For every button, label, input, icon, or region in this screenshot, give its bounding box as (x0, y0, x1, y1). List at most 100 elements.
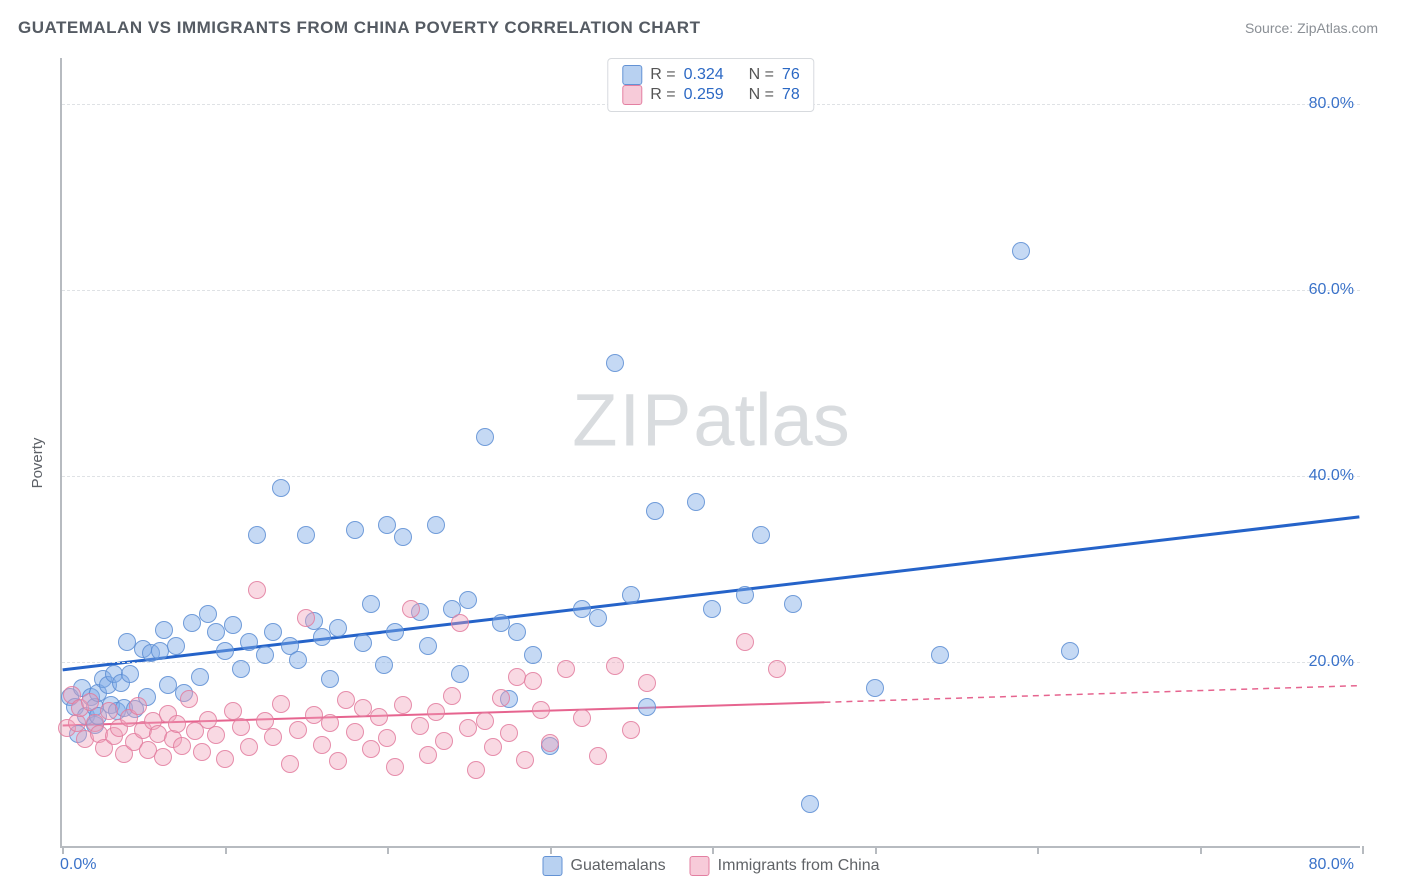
gridline (62, 476, 1360, 477)
data-point (100, 702, 118, 720)
data-point (289, 651, 307, 669)
data-point (386, 623, 404, 641)
y-tick-label: 80.0% (1309, 95, 1354, 113)
y-tick-label: 20.0% (1309, 653, 1354, 671)
data-point (313, 736, 331, 754)
data-point (1061, 642, 1079, 660)
data-point (557, 660, 575, 678)
data-point (1012, 242, 1030, 260)
data-point (443, 687, 461, 705)
data-point (313, 628, 331, 646)
x-tick-max: 80.0% (1309, 856, 1354, 874)
data-point (532, 701, 550, 719)
data-point (646, 502, 664, 520)
data-point (394, 528, 412, 546)
data-point (329, 752, 347, 770)
data-point (467, 761, 485, 779)
legend-label: Guatemalans (571, 857, 666, 875)
x-tick (1362, 846, 1364, 854)
swatch-guatemalans-icon (543, 856, 563, 876)
data-point (232, 660, 250, 678)
data-point (736, 586, 754, 604)
source-label: Source: ZipAtlas.com (1245, 20, 1378, 36)
correlation-legend: R = 0.324 N = 76 R = 0.259 N = 78 (607, 58, 814, 112)
data-point (736, 633, 754, 651)
x-tick (1037, 846, 1039, 854)
data-point (524, 646, 542, 664)
gridline (62, 662, 1360, 663)
data-point (256, 646, 274, 664)
data-point (193, 743, 211, 761)
data-point (297, 609, 315, 627)
data-point (402, 600, 420, 618)
data-point (622, 721, 640, 739)
data-point (346, 723, 364, 741)
x-tick (550, 846, 552, 854)
data-point (508, 623, 526, 641)
data-point (354, 699, 372, 717)
data-point (622, 586, 640, 604)
data-point (801, 795, 819, 813)
data-point (121, 665, 139, 683)
data-point (155, 621, 173, 639)
data-point (240, 633, 258, 651)
data-point (362, 595, 380, 613)
data-point (703, 600, 721, 618)
data-point (784, 595, 802, 613)
data-point (180, 690, 198, 708)
data-point (216, 750, 234, 768)
data-point (305, 706, 323, 724)
data-point (541, 734, 559, 752)
series-legend: Guatemalans Immigrants from China (543, 856, 880, 876)
data-point (167, 637, 185, 655)
data-point (191, 668, 209, 686)
watermark: ZIPatlas (572, 378, 849, 463)
data-point (411, 717, 429, 735)
data-point (375, 656, 393, 674)
data-point (606, 657, 624, 675)
data-point (168, 715, 186, 733)
swatch-china-icon (622, 85, 642, 105)
data-point (573, 600, 591, 618)
data-point (207, 623, 225, 641)
x-tick (62, 846, 64, 854)
x-tick (712, 846, 714, 854)
legend-label: Immigrants from China (718, 857, 880, 875)
data-point (346, 521, 364, 539)
data-point (207, 726, 225, 744)
data-point (484, 738, 502, 756)
gridline (62, 290, 1360, 291)
data-point (297, 526, 315, 544)
data-point (362, 740, 380, 758)
data-point (427, 703, 445, 721)
data-point (638, 674, 656, 692)
data-point (516, 751, 534, 769)
data-point (154, 748, 172, 766)
data-point (272, 695, 290, 713)
data-point (337, 691, 355, 709)
data-point (216, 642, 234, 660)
x-tick (387, 846, 389, 854)
data-point (281, 755, 299, 773)
swatch-china-icon (690, 856, 710, 876)
data-point (524, 672, 542, 690)
data-point (492, 689, 510, 707)
data-point (768, 660, 786, 678)
data-point (589, 609, 607, 627)
chart-container: Poverty ZIPatlas R = 0.324 N = 76 R = 0.… (18, 48, 1388, 878)
swatch-guatemalans-icon (622, 65, 642, 85)
data-point (394, 696, 412, 714)
data-point (931, 646, 949, 664)
data-point (329, 619, 347, 637)
data-point (378, 516, 396, 534)
data-point (354, 634, 372, 652)
data-point (264, 623, 282, 641)
data-point (752, 526, 770, 544)
data-point (500, 724, 518, 742)
data-point (508, 668, 526, 686)
chart-title: GUATEMALAN VS IMMIGRANTS FROM CHINA POVE… (18, 18, 700, 38)
x-tick-min: 0.0% (60, 856, 96, 874)
data-point (248, 581, 266, 599)
data-point (321, 670, 339, 688)
data-point (866, 679, 884, 697)
